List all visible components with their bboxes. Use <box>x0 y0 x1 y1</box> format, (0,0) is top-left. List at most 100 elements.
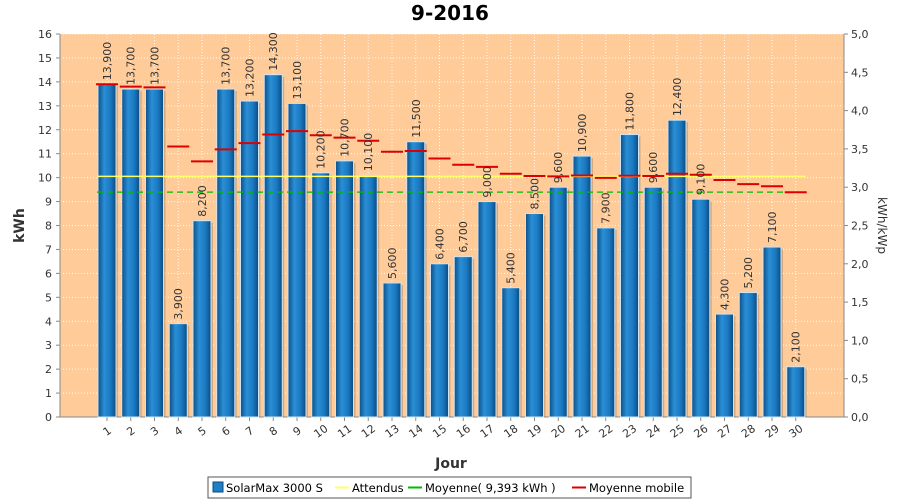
y2-tick-label: 2,0 <box>851 258 869 271</box>
x-tick-label: 8 <box>267 424 280 439</box>
bar[interactable] <box>382 282 402 418</box>
y-tick-label: 0 <box>45 411 52 424</box>
y2-tick-label: 1,5 <box>851 296 869 309</box>
legend-item-moyenne-label: Moyenne( 9,393 kWh ) <box>425 481 556 495</box>
x-tick-label: 20 <box>549 422 568 441</box>
legend-item-moyenne-mobile-label: Moyenne mobile <box>589 481 684 495</box>
data-label: 6,400 <box>434 228 447 260</box>
data-label: 4,300 <box>719 279 732 311</box>
legend-item-solarmax-label: SolarMax 3000 S <box>226 481 323 495</box>
x-tick-label: 18 <box>502 422 521 441</box>
y-tick-label: 2 <box>45 363 52 376</box>
data-label: 10,100 <box>362 133 375 172</box>
x-tick-label: 23 <box>620 422 639 441</box>
y2-tick-label: 4,0 <box>851 105 869 118</box>
x-tick-label: 13 <box>383 422 402 441</box>
data-label: 11,500 <box>410 99 423 138</box>
bar[interactable] <box>430 263 449 418</box>
y-tick-label: 8 <box>45 220 52 233</box>
bar[interactable] <box>691 198 711 418</box>
plot-area <box>60 34 844 417</box>
bar[interactable] <box>643 186 663 418</box>
data-label: 2,100 <box>790 331 803 363</box>
bar[interactable] <box>548 186 568 418</box>
data-label: 9,600 <box>552 152 565 184</box>
bar[interactable] <box>263 74 283 418</box>
x-tick-label: 24 <box>644 422 663 441</box>
data-label: 13,700 <box>149 47 162 86</box>
data-label: 5,400 <box>505 252 518 284</box>
data-label: 13,700 <box>220 47 233 86</box>
bar[interactable] <box>287 102 307 418</box>
bar[interactable] <box>715 313 734 418</box>
bar[interactable] <box>477 201 497 418</box>
bar[interactable] <box>406 141 426 418</box>
data-label: 5,600 <box>386 247 399 279</box>
data-label: 7,100 <box>766 212 779 244</box>
y-tick-label: 4 <box>45 315 52 328</box>
data-label: 9,100 <box>695 164 708 196</box>
x-tick-label: 7 <box>243 424 256 439</box>
x-tick-label: 10 <box>312 422 331 441</box>
bar[interactable] <box>453 256 473 418</box>
bar[interactable] <box>738 292 758 418</box>
data-label: 13,200 <box>244 59 257 98</box>
y-tick-label: 13 <box>38 100 52 113</box>
bar[interactable] <box>168 323 188 418</box>
x-tick-label: 12 <box>359 422 378 441</box>
x-tick-label: 30 <box>787 422 806 441</box>
bar[interactable] <box>121 88 141 418</box>
bar[interactable] <box>240 100 259 418</box>
y2-tick-label: 1,0 <box>851 334 869 347</box>
bar[interactable] <box>572 155 592 418</box>
bar[interactable] <box>667 119 687 418</box>
bar[interactable] <box>501 287 521 418</box>
x-tick-label: 15 <box>430 422 449 441</box>
y2-tick-label: 3,5 <box>851 143 869 156</box>
y-tick-label: 9 <box>45 196 52 209</box>
y-tick-label: 11 <box>38 148 52 161</box>
legend-box <box>207 476 692 499</box>
x-tick-label: 1 <box>101 424 114 439</box>
y2-tick-label: 3,0 <box>851 181 869 194</box>
x-tick-label: 21 <box>573 422 592 441</box>
x-tick-label: 19 <box>525 422 544 441</box>
bar[interactable] <box>786 366 806 418</box>
bar[interactable] <box>525 213 544 418</box>
data-label: 9,600 <box>647 152 660 184</box>
x-tick-label: 11 <box>335 422 354 441</box>
data-label: 5,200 <box>742 257 755 289</box>
y-tick-label: 10 <box>38 172 52 185</box>
y-tick-label: 12 <box>38 124 52 137</box>
bar[interactable] <box>311 172 331 418</box>
y2-axis-title: kWh/kWp <box>875 197 889 254</box>
x-axis-title: Jour <box>434 456 467 472</box>
bar[interactable] <box>192 220 212 418</box>
bar[interactable] <box>596 227 616 418</box>
x-tick-label: 2 <box>124 424 137 439</box>
y-tick-label: 15 <box>38 52 52 65</box>
bar[interactable] <box>762 246 782 418</box>
data-label: 6,700 <box>457 221 470 253</box>
bar[interactable] <box>145 88 164 418</box>
data-label: 8,500 <box>529 178 542 210</box>
y-tick-label: 1 <box>45 387 52 400</box>
y-axis-title: kWh <box>12 208 28 243</box>
x-tick-label: 25 <box>668 422 687 441</box>
data-label: 13,900 <box>101 42 114 81</box>
y2-tick-label: 4,5 <box>851 66 869 79</box>
x-tick-label: 28 <box>739 422 758 441</box>
bar[interactable] <box>358 174 378 418</box>
x-tick-label: 22 <box>597 422 616 441</box>
bar[interactable] <box>335 160 354 418</box>
bar[interactable] <box>216 88 236 418</box>
y-tick-label: 7 <box>45 243 52 256</box>
chart-title: 9-2016 <box>411 1 489 25</box>
data-label: 11,800 <box>624 92 637 131</box>
x-tick-label: 4 <box>172 424 185 439</box>
data-label: 3,900 <box>172 288 185 320</box>
bar[interactable] <box>620 134 639 418</box>
x-tick-label: 29 <box>763 422 782 441</box>
bar[interactable] <box>97 83 117 418</box>
